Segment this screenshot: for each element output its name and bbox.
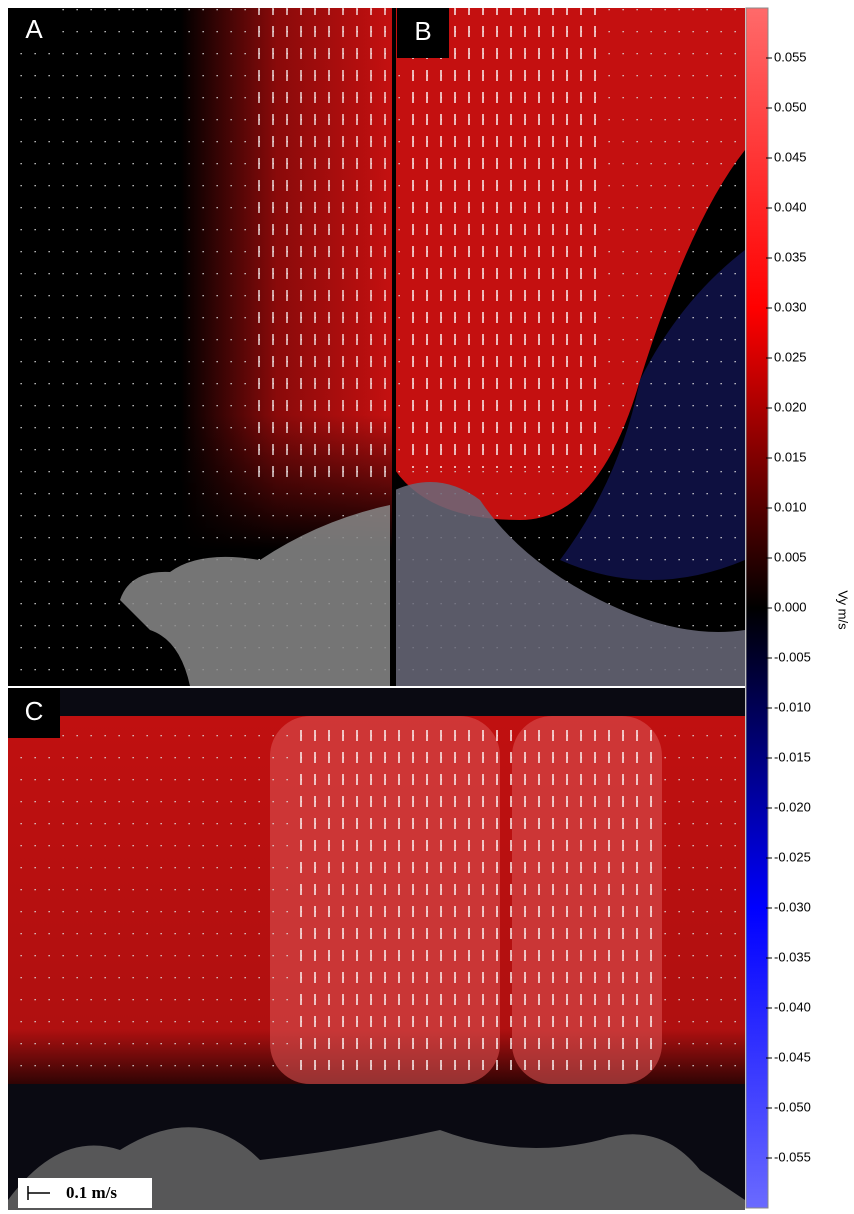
- tick-label: 0.035: [774, 249, 807, 264]
- tick-label: 0.005: [774, 549, 807, 564]
- colorbar: Vy m/s 0.055 0.050 0.045 0.040 0.035 0.030 0.0…: [746, 8, 851, 1208]
- tick-label: -0.045: [774, 1049, 811, 1064]
- tick-label: 0.015: [774, 449, 807, 464]
- tick-label: -0.005: [774, 649, 811, 664]
- vectors: [250, 8, 392, 478]
- tick-label: 0.045: [774, 149, 807, 164]
- tick-label: 0.030: [774, 299, 807, 314]
- tick-label: -0.040: [774, 999, 811, 1014]
- colorbar-gradient: [746, 8, 768, 1208]
- panel-label: A: [25, 14, 43, 44]
- tick-label: -0.025: [774, 849, 811, 864]
- tick-label: -0.055: [774, 1149, 811, 1164]
- tick-label: -0.010: [774, 699, 811, 714]
- vectors: [300, 730, 660, 1070]
- panel-c: C 0.1 m/s: [8, 688, 745, 1210]
- tick-label: 0.000: [774, 599, 807, 614]
- panel-a: A: [8, 8, 392, 686]
- tick-label: -0.015: [774, 749, 811, 764]
- tick-label: 0.050: [774, 99, 807, 114]
- tick-label: 0.055: [774, 49, 807, 64]
- tick-label: -0.020: [774, 799, 811, 814]
- panel-b: B: [394, 8, 745, 686]
- figure: A B C 0.1 m/s Vy m/s 0.055 0.050 0.045 0.04…: [0, 0, 854, 1214]
- tick-label: 0.040: [774, 199, 807, 214]
- tick-label: -0.050: [774, 1099, 811, 1114]
- tick-label: 0.010: [774, 499, 807, 514]
- tick-label: -0.035: [774, 949, 811, 964]
- tick-label: -0.030: [774, 899, 811, 914]
- scale-bar-label: 0.1 m/s: [66, 1183, 117, 1202]
- tick-label: 0.020: [774, 399, 807, 414]
- panel-label: B: [414, 16, 431, 46]
- tick-label: 0.025: [774, 349, 807, 364]
- panel-label: C: [25, 696, 44, 726]
- colorbar-label: Vy m/s: [836, 590, 851, 630]
- vectors: [400, 8, 600, 468]
